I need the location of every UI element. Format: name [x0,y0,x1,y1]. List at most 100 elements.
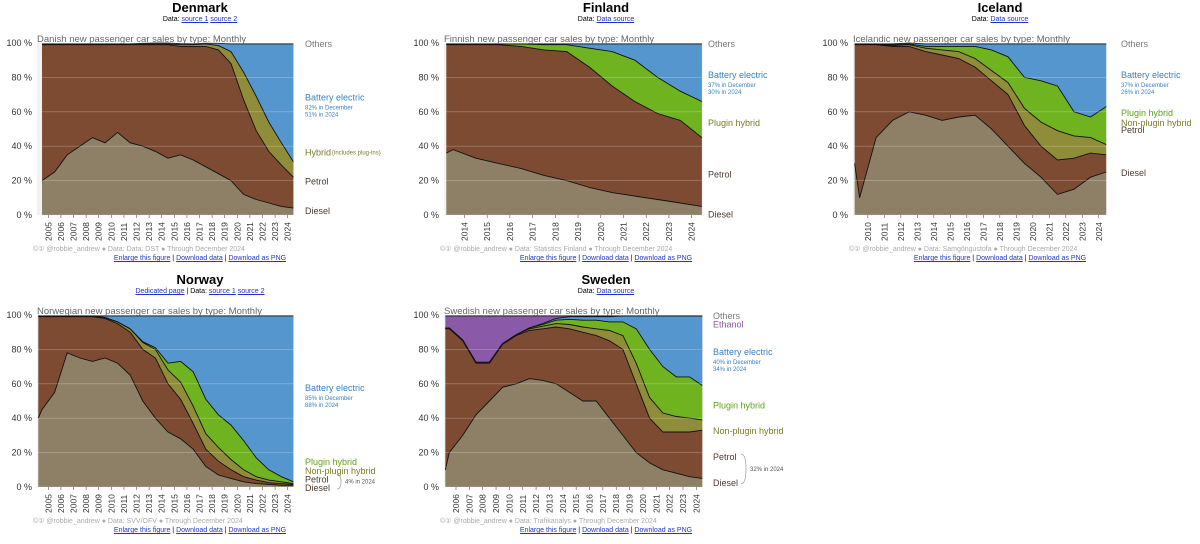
series-boundary-line [444,378,703,479]
series-sublabel: 88% in 2024 [305,403,339,409]
y-tick-label: 20 % [11,176,32,186]
x-tick-label: 2020 [596,222,606,241]
enlarge-figure-link[interactable]: Enlarge this figure [113,255,171,262]
x-tick-label: 2012 [132,494,142,513]
y-tick-label: 80 % [827,72,848,82]
download-data-link[interactable]: Download data [176,527,223,534]
x-tick-label: 2020 [232,494,242,513]
x-tick-label: 2022 [1061,222,1071,241]
chart-panel-norway: Norway Dedicated page | Data: source 1 s… [0,272,400,544]
x-tick-label: 2008 [81,222,91,241]
x-tick-label: 2011 [119,494,129,513]
series-label: Diesel [708,209,733,219]
y-tick-label: 80 % [418,72,439,82]
y-tick-label: 60 % [418,107,439,117]
y-tick-label: 40 % [11,413,32,423]
x-tick-label: 2017 [598,494,608,513]
x-tick-label: 2020 [232,222,242,241]
dedicated-page-link[interactable]: Dedicated page [135,288,185,295]
series-label: Non-plugin hybrid [305,466,376,476]
x-tick-label: 2009 [491,494,501,513]
x-tick-label: 2006 [56,494,66,513]
x-tick-label: 2018 [611,494,621,513]
series-sublabel: 30% in 2024 [708,90,742,96]
series-area-petrol [38,316,294,486]
x-tick-label: 2014 [157,494,167,513]
x-tick-label: 2008 [478,494,488,513]
download-data-link[interactable]: Download data [176,255,223,262]
source-link-1[interactable]: Data source [990,16,1029,23]
download-png-link[interactable]: Download as PNG [228,527,287,534]
download-png-link[interactable]: Download as PNG [634,527,693,534]
chart-title: Icelandic new passenger car sales by typ… [853,34,1070,45]
x-tick-label: 2022 [258,494,268,513]
series-area-battery-electric [446,43,702,102]
series-area-battery-electric [42,43,294,162]
x-tick-label: 2024 [283,222,293,241]
x-tick-label: 2010 [106,222,116,241]
x-tick-label: 2021 [618,222,628,241]
x-tick-label: 2010 [863,222,873,241]
series-label: Diesel [305,483,330,493]
series-label: Petrol [305,177,329,187]
source-link-1[interactable]: Data source [596,288,635,295]
y-tick-label: 0 % [16,210,32,220]
x-tick-label: 2009 [94,222,104,241]
series-boundary-line [446,44,703,138]
x-tick-label: 2013 [144,222,154,241]
source-link-2[interactable]: source 2 [210,16,238,23]
y-tick-label: 80 % [11,344,32,354]
series-boundary-line [446,149,702,207]
credit-footer: ©① @robbie_andrew ● Data: SVV/OFV ● Thro… [33,517,243,525]
x-tick-label: 2018 [995,222,1005,241]
y-tick-label: 100 % [822,38,848,48]
x-tick-label: 2015 [571,494,581,513]
series-sublabel: 34% in 2024 [713,367,747,373]
y-tick-label: 0 % [423,210,439,220]
source-prefix: Data: [971,16,991,23]
source-line: Dedicated page | Data: source 1 source 2 [0,288,400,295]
enlarge-figure-link[interactable]: Enlarge this figure [913,255,971,262]
download-png-link[interactable]: Download as PNG [634,255,693,262]
x-tick-label: 2015 [945,222,955,241]
series-label: Battery electric [1121,70,1181,80]
x-tick-label: 2017 [978,222,988,241]
series-boundary-line [854,43,1107,145]
source-prefix: | Data: [184,288,209,295]
credit-footer: ©① @robbie_andrew ● Data: Statistics Fin… [440,245,672,253]
source-line: Data: Data source [800,16,1200,23]
country-title: Iceland [977,0,1023,15]
x-tick-label: 2019 [220,222,230,241]
source-link-1[interactable]: source 1 [181,16,209,23]
y-tick-label: 0 % [832,210,848,220]
enlarge-figure-link[interactable]: Enlarge this figure [519,255,577,262]
x-tick-label: 2021 [245,222,255,241]
series-area-nonplugin-hybrid [445,323,703,432]
series-label: Others [1121,39,1149,49]
download-data-link[interactable]: Download data [582,255,629,262]
download-png-link[interactable]: Download as PNG [228,255,287,262]
x-tick-label: 2017 [195,494,205,513]
download-png-link[interactable]: Download as PNG [1028,255,1087,262]
country-title: Sweden [581,272,631,287]
country-title: Denmark [172,0,228,15]
x-tick-label: 2015 [169,222,179,241]
x-tick-label: 2008 [81,494,91,513]
y-tick-label: 60 % [827,107,848,117]
y-tick-label: 60 % [11,379,32,389]
source-link-2[interactable]: source 2 [237,288,265,295]
y-tick-label: 20 % [418,176,439,186]
enlarge-figure-link[interactable]: Enlarge this figure [113,527,171,534]
chart-title: Swedish new passenger car sales by type:… [444,306,660,317]
enlarge-figure-link[interactable]: Enlarge this figure [519,527,577,534]
series-sublabel: 40% in December [713,360,761,366]
series-sublabel: 37% in December [708,83,756,89]
series-sublabel: 82% in December [305,105,353,111]
series-boundary-line [854,44,1107,161]
download-data-link[interactable]: Download data [582,527,629,534]
source-link-1[interactable]: source 1 [208,288,236,295]
x-tick-label: 2007 [464,494,474,513]
series-area-diesel [445,378,703,487]
source-link-1[interactable]: Data source [596,16,635,23]
download-data-link[interactable]: Download data [976,255,1023,262]
